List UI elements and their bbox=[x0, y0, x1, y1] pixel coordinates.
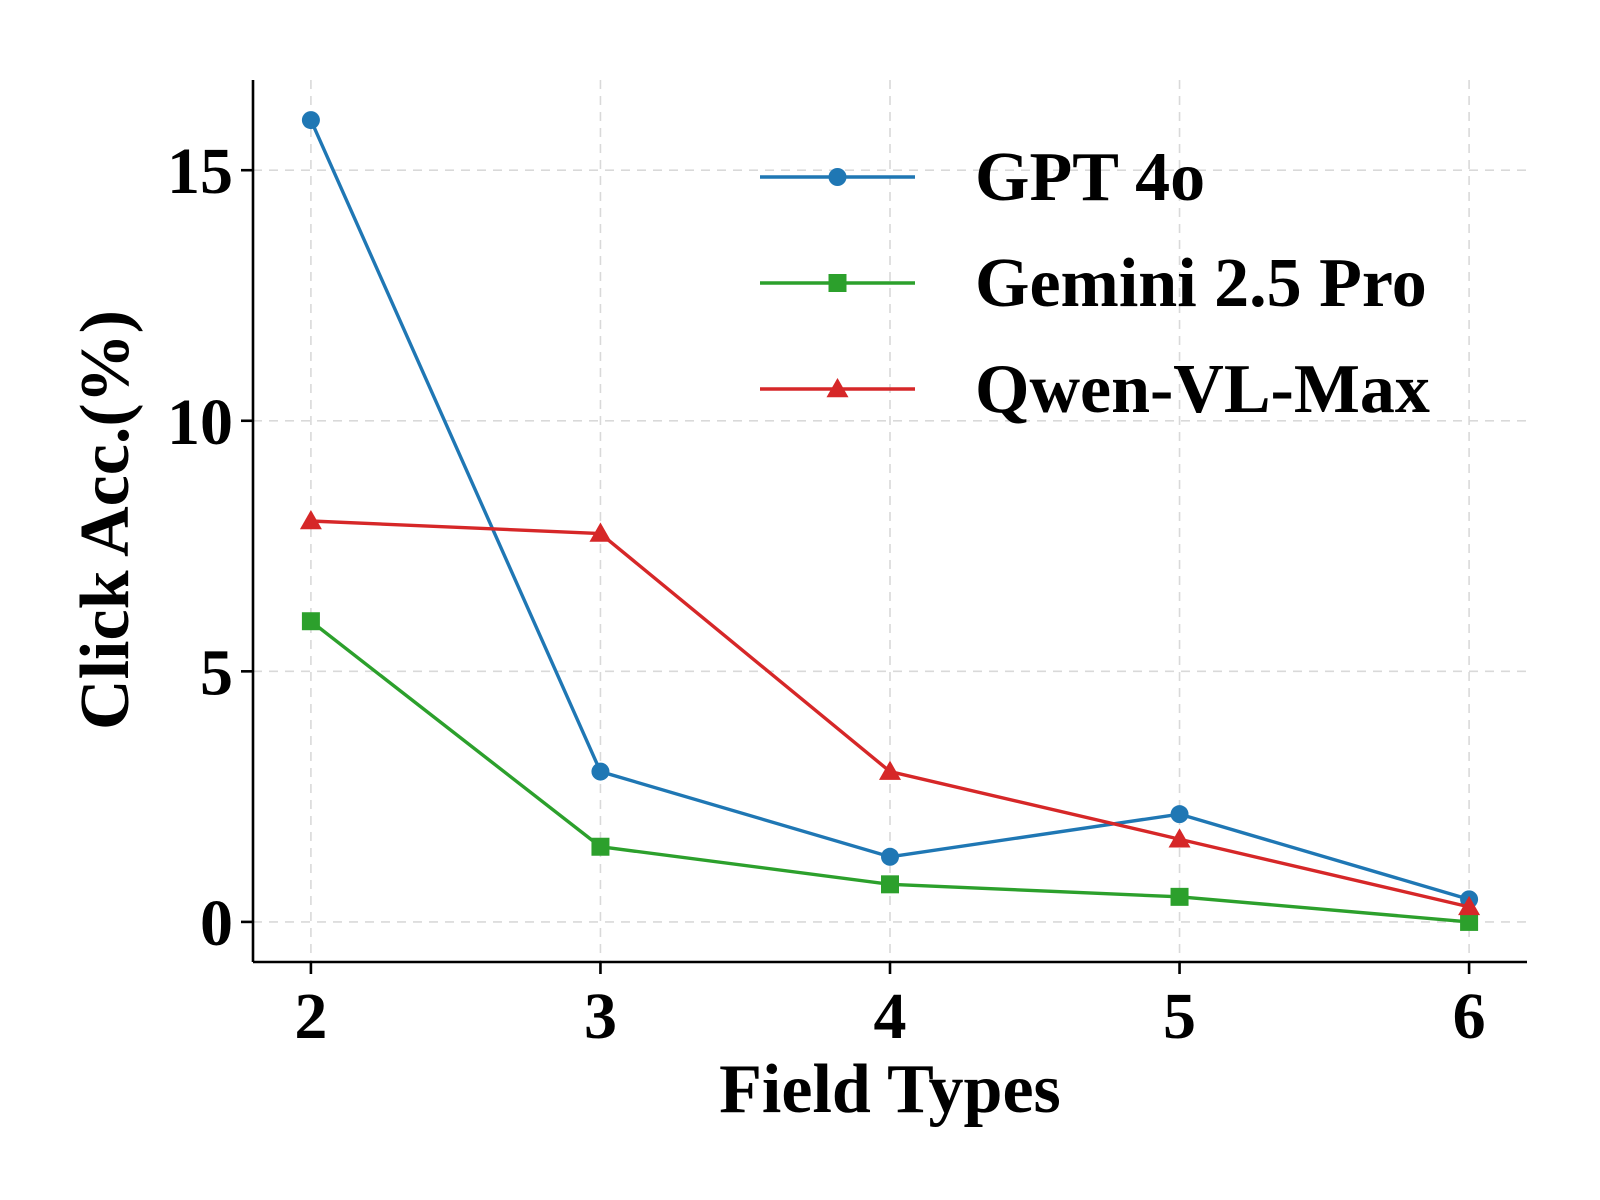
series-line bbox=[309, 119, 1470, 901]
series-qwen-vl-max bbox=[299, 510, 1481, 916]
axes bbox=[241, 80, 1527, 974]
x-tick-label: 6 bbox=[1453, 980, 1486, 1053]
legend-label: Gemini 2.5 Pro bbox=[975, 245, 1427, 322]
x-tick-label: 3 bbox=[584, 980, 617, 1053]
data-point bbox=[299, 510, 322, 530]
data-point bbox=[1170, 805, 1189, 824]
y-axis-title: Click Acc.(%) bbox=[67, 310, 144, 730]
legend-entry: GPT 4o bbox=[760, 139, 1205, 216]
y-tick-label: 10 bbox=[167, 386, 233, 459]
series-gemini-2-5-pro bbox=[301, 612, 1479, 931]
data-point bbox=[591, 762, 610, 781]
legend-entry: Gemini 2.5 Pro bbox=[760, 245, 1427, 322]
legend-marker bbox=[826, 378, 849, 398]
y-tick-label: 0 bbox=[200, 887, 233, 960]
x-tick-label: 4 bbox=[874, 980, 907, 1053]
y-tick-label: 15 bbox=[167, 135, 233, 208]
x-tick-label: 2 bbox=[294, 980, 327, 1053]
legend-entry: Qwen-VL-Max bbox=[760, 351, 1430, 428]
data-point bbox=[1168, 828, 1191, 848]
data-point bbox=[1458, 895, 1481, 916]
legend-label: Qwen-VL-Max bbox=[975, 351, 1430, 428]
tick-labels: 2 3 4 5 6 0 5 10 15 bbox=[167, 135, 1486, 1053]
data-point bbox=[591, 837, 610, 856]
data-point bbox=[1460, 912, 1479, 931]
data-point bbox=[589, 522, 612, 542]
y-tick-label: 5 bbox=[200, 636, 233, 709]
data-point bbox=[881, 875, 899, 894]
data-point bbox=[301, 612, 320, 631]
data-point bbox=[301, 111, 320, 130]
legend: GPT 4o Gemini 2.5 Pro Qwen-VL-Max bbox=[760, 139, 1430, 428]
series-layer bbox=[299, 111, 1481, 931]
data-point bbox=[1170, 887, 1189, 906]
grid bbox=[253, 80, 1527, 962]
legend-marker bbox=[828, 274, 847, 292]
legend-marker bbox=[828, 168, 847, 186]
legend-label: GPT 4o bbox=[975, 139, 1205, 216]
data-point bbox=[881, 847, 899, 866]
x-tick-label: 5 bbox=[1163, 980, 1196, 1053]
data-point bbox=[879, 760, 901, 780]
x-axis-title: Field Types bbox=[719, 1051, 1061, 1128]
